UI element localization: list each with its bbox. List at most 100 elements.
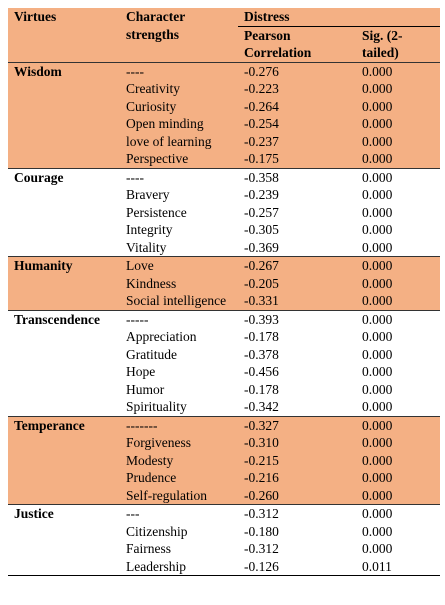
table-row: Self-regulation -0.260 0.000 xyxy=(8,486,440,505)
header-virtues: Virtues xyxy=(14,9,57,24)
pearson-value: -0.310 xyxy=(244,435,279,450)
table-row: Wisdom ---- -0.276 0.000 xyxy=(8,62,440,80)
table-row: Citizenship -0.180 0.000 xyxy=(8,523,440,541)
sig-value: 0.000 xyxy=(362,541,393,556)
pearson-value: -0.254 xyxy=(244,116,279,131)
pearson-value: -0.126 xyxy=(244,558,279,574)
virtue-group: Courage ---- -0.358 0.000 Bravery -0.239 0.000… xyxy=(8,168,440,257)
strength: Kindness xyxy=(126,275,177,291)
strength: Love xyxy=(126,258,154,273)
sig-value: 0.000 xyxy=(362,239,393,255)
virtue-name: Justice xyxy=(14,506,54,521)
table-row: Integrity -0.305 0.000 xyxy=(8,221,440,239)
strength: Gratitude xyxy=(126,346,177,362)
virtue-name: Temperance xyxy=(14,417,85,433)
table-row: Prudence -0.216 0.000 xyxy=(8,469,440,487)
empty-cell xyxy=(8,221,120,239)
table-row: Temperance ------- -0.327 0.000 xyxy=(8,416,440,434)
sig-value: 0.011 xyxy=(362,558,392,574)
empty-cell xyxy=(8,292,120,310)
empty-cell xyxy=(8,346,120,364)
strength: Forgiveness xyxy=(126,435,192,450)
empty-cell xyxy=(8,398,120,416)
table-row: Spirituality -0.342 0.000 xyxy=(8,398,440,416)
empty-cell xyxy=(8,469,120,487)
virtue-group: Wisdom ---- -0.276 0.000 Creativity -0.223 0.0… xyxy=(8,62,440,168)
empty-cell xyxy=(8,540,120,558)
sig-value: 0.000 xyxy=(362,187,393,202)
sig-value: 0.000 xyxy=(362,381,393,397)
pearson-value: -0.276 xyxy=(244,63,279,79)
pearson-value: -0.260 xyxy=(244,487,279,503)
sig-value: 0.000 xyxy=(362,417,393,433)
strength: love of learning xyxy=(126,133,212,149)
table-row: Transcendence ----- -0.393 0.000 xyxy=(8,310,440,328)
sig-value: 0.000 xyxy=(362,293,393,308)
strength: Social intelligence xyxy=(126,293,227,308)
virtue-group: Justice --- -0.312 0.000 Citizenship -0.180 0.… xyxy=(8,504,440,576)
sig-value: 0.000 xyxy=(362,435,393,450)
sig-value: 0.000 xyxy=(362,364,393,379)
strength: Integrity xyxy=(126,222,173,237)
strength: Perspective xyxy=(126,151,189,166)
table-row: love of learning -0.237 0.000 xyxy=(8,132,440,151)
empty-cell xyxy=(8,452,120,470)
empty-cell xyxy=(8,186,120,204)
pearson-value: -0.305 xyxy=(244,222,279,237)
strength: Hope xyxy=(126,364,156,379)
pearson-value: -0.312 xyxy=(244,541,279,556)
table-row: Appreciation -0.178 0.000 xyxy=(8,328,440,346)
table-row: Bravery -0.239 0.000 xyxy=(8,186,440,204)
header-distress: Distress xyxy=(238,8,440,27)
pearson-value: -0.267 xyxy=(244,258,279,273)
pearson-value: -0.175 xyxy=(244,151,279,166)
table-row: Vitality -0.369 0.000 xyxy=(8,239,440,257)
table-row: Social intelligence -0.331 0.000 xyxy=(8,292,440,310)
strength: Creativity xyxy=(126,81,180,96)
pearson-value: -0.456 xyxy=(244,364,279,379)
sig-value: 0.000 xyxy=(362,346,393,362)
table-row: Kindness -0.205 0.000 xyxy=(8,274,440,292)
sig-value: 0.000 xyxy=(362,399,393,414)
pearson-value: -0.216 xyxy=(244,470,279,485)
pearson-value: -0.257 xyxy=(244,204,279,220)
virtue-group: Temperance ------- -0.327 0.000 Forgiveness -… xyxy=(8,416,440,505)
pearson-value: -0.264 xyxy=(244,98,279,114)
sig-value: 0.000 xyxy=(362,116,393,131)
table-row: Leadership -0.126 0.011 xyxy=(8,558,440,576)
virtue-group: Humanity Love -0.267 0.000 Kindness -0.205 0.0… xyxy=(8,256,440,310)
virtue-name: Humanity xyxy=(14,258,73,273)
sig-value: 0.000 xyxy=(362,169,393,185)
table-row: Gratitude -0.378 0.000 xyxy=(8,346,440,364)
empty-cell xyxy=(8,239,120,257)
strength: Self-regulation xyxy=(126,487,207,503)
pearson-value: -0.312 xyxy=(244,506,279,521)
sig-value: 0.000 xyxy=(362,204,393,220)
sig-value: 0.000 xyxy=(362,452,393,468)
strength: Bravery xyxy=(126,187,170,202)
header-sig: Sig. (2-tailed) xyxy=(362,27,403,61)
sig-value: 0.000 xyxy=(362,133,393,149)
table-row: Open minding -0.254 0.000 xyxy=(8,115,440,133)
empty-cell xyxy=(8,487,120,505)
header-strengths: Character strengths xyxy=(126,9,185,42)
strength: ---- xyxy=(126,63,144,79)
sig-value: 0.000 xyxy=(362,487,393,503)
sig-value: 0.000 xyxy=(362,258,393,273)
empty-cell xyxy=(8,328,120,346)
table-row: Modesty -0.215 0.000 xyxy=(8,451,440,470)
sig-value: 0.000 xyxy=(362,222,393,237)
sig-value: 0.000 xyxy=(362,311,393,327)
empty-cell xyxy=(8,558,120,576)
table-row: Hope -0.456 0.000 xyxy=(8,363,440,381)
table-row: Curiosity -0.264 0.000 xyxy=(8,97,440,115)
empty-cell xyxy=(8,133,120,151)
strength: Citizenship xyxy=(126,523,188,539)
strength: ------- xyxy=(126,417,158,433)
strength: ---- xyxy=(126,169,144,185)
empty-cell xyxy=(8,115,120,133)
strength: Prudence xyxy=(126,470,177,485)
strength: Fairness xyxy=(126,541,171,556)
strength: Humor xyxy=(126,381,165,397)
table-row: Fairness -0.312 0.000 xyxy=(8,540,440,558)
